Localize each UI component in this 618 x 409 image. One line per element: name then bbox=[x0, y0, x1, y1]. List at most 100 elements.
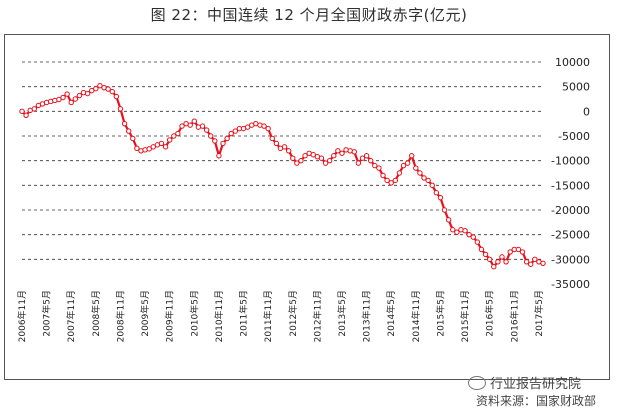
data-point bbox=[134, 145, 140, 152]
data-point bbox=[441, 207, 448, 213]
data-point bbox=[486, 256, 493, 263]
x-axis-ticks: 2006年11月 2007年5月 2007年11月 2008年5月 2008年11月 20… bbox=[16, 290, 545, 342]
data-point bbox=[388, 180, 394, 186]
data-point bbox=[540, 260, 546, 266]
data-point bbox=[429, 182, 435, 189]
figure-caption: 图 22：中国连续 12 个月全国财政赤字(亿元) bbox=[150, 6, 468, 24]
data-point bbox=[273, 140, 280, 147]
data-point bbox=[117, 106, 124, 112]
data-point bbox=[269, 135, 275, 142]
data-point bbox=[450, 227, 456, 233]
y-tick-label: 5000 bbox=[562, 81, 590, 94]
x-tick-label: 2012年5月 bbox=[287, 290, 299, 337]
series-markers bbox=[19, 82, 546, 270]
data-point bbox=[150, 144, 156, 150]
data-point bbox=[130, 135, 136, 142]
y-tick-label: 0 bbox=[583, 105, 590, 118]
x-tick-label: 2011年11月 bbox=[262, 290, 274, 342]
data-point bbox=[171, 133, 177, 139]
data-point bbox=[503, 259, 509, 265]
data-point bbox=[64, 91, 70, 97]
data-point bbox=[466, 231, 472, 238]
y-tick-label: 10000 bbox=[555, 56, 590, 69]
data-point bbox=[121, 120, 128, 127]
data-point bbox=[265, 125, 271, 132]
data-point bbox=[162, 144, 169, 150]
data-point bbox=[376, 165, 382, 171]
data-point bbox=[523, 259, 530, 265]
y-axis-ticks: 10000 5000 0 -5000 -10000 -15000 -20000 -25000 -… bbox=[551, 56, 590, 291]
data-point bbox=[421, 175, 427, 181]
data-point bbox=[335, 148, 341, 154]
data-point bbox=[220, 140, 226, 147]
data-point bbox=[19, 108, 25, 115]
data-point bbox=[68, 99, 74, 106]
data-point bbox=[244, 124, 251, 130]
data-point bbox=[527, 261, 534, 267]
data-point bbox=[199, 123, 206, 129]
data-point bbox=[462, 228, 468, 234]
x-tick-label: 2016年5月 bbox=[484, 290, 496, 337]
data-point bbox=[60, 94, 66, 101]
chart-frame bbox=[4, 34, 610, 380]
data-point bbox=[400, 162, 407, 169]
y-tick-label: -35000 bbox=[551, 278, 590, 291]
data-point bbox=[437, 194, 444, 201]
data-point bbox=[285, 148, 292, 154]
data-point bbox=[125, 128, 132, 134]
data-point bbox=[384, 177, 390, 184]
data-point bbox=[175, 130, 181, 137]
x-tick-label: 2009年5月 bbox=[139, 290, 151, 337]
data-point bbox=[433, 190, 440, 196]
data-point bbox=[232, 128, 239, 134]
data-point bbox=[491, 264, 497, 270]
data-point bbox=[298, 157, 304, 164]
data-point bbox=[216, 153, 222, 159]
data-point bbox=[31, 106, 38, 112]
x-tick-label: 2014年5月 bbox=[385, 290, 397, 337]
data-point bbox=[326, 157, 333, 164]
x-tick-label: 2012年11月 bbox=[311, 290, 323, 342]
y-tick-label: -10000 bbox=[551, 155, 590, 168]
x-tick-label: 2017年5月 bbox=[533, 290, 545, 337]
y-tick-label: -25000 bbox=[551, 229, 590, 242]
data-point bbox=[454, 229, 460, 235]
x-tick-label: 2007年11月 bbox=[65, 290, 77, 342]
data-point bbox=[224, 135, 230, 142]
data-point bbox=[499, 254, 505, 260]
data-point bbox=[158, 140, 165, 147]
data-point bbox=[302, 153, 308, 159]
data-point bbox=[23, 112, 29, 118]
y-tick-label: -5000 bbox=[558, 130, 590, 143]
data-point bbox=[191, 118, 197, 124]
data-point bbox=[404, 160, 411, 166]
data-point bbox=[532, 256, 538, 263]
data-point bbox=[339, 150, 345, 156]
data-point bbox=[445, 217, 452, 223]
data-point bbox=[372, 162, 378, 169]
watermark-text: 行业报告研究院 bbox=[490, 377, 582, 392]
x-tick-label: 2016年11月 bbox=[508, 290, 520, 342]
x-tick-label: 2009年11月 bbox=[164, 290, 176, 342]
series-line bbox=[21, 84, 544, 269]
data-point bbox=[281, 144, 288, 150]
data-point bbox=[261, 123, 267, 129]
data-point bbox=[409, 153, 415, 159]
data-point bbox=[166, 137, 173, 143]
data-point bbox=[84, 90, 91, 97]
data-point bbox=[413, 165, 419, 171]
data-point bbox=[507, 249, 513, 255]
data-point bbox=[113, 93, 120, 100]
data-point bbox=[290, 155, 296, 161]
data-point bbox=[76, 92, 83, 99]
x-tick-label: 2015年5月 bbox=[434, 290, 446, 337]
data-point bbox=[380, 172, 386, 179]
data-point bbox=[228, 130, 234, 137]
data-point bbox=[105, 86, 111, 92]
data-point bbox=[318, 155, 325, 161]
data-point bbox=[470, 234, 476, 240]
x-tick-label: 2008年5月 bbox=[90, 290, 102, 337]
data-point bbox=[396, 170, 403, 176]
data-point bbox=[417, 170, 423, 176]
data-point bbox=[355, 160, 362, 166]
